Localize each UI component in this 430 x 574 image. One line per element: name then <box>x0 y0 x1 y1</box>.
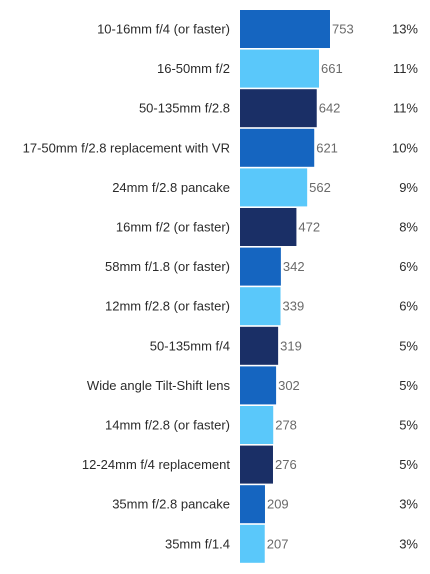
percentage-label: 5% <box>399 378 418 393</box>
value-label: 562 <box>309 180 331 195</box>
percentage-label: 11% <box>393 61 418 76</box>
percentage-label: 6% <box>399 259 418 274</box>
category-label: 14mm f/2.8 (or faster) <box>105 418 230 433</box>
category-label: 12mm f/2.8 (or faster) <box>105 299 230 314</box>
bar <box>240 326 279 365</box>
value-label: 753 <box>332 22 354 37</box>
value-label: 342 <box>283 259 305 274</box>
category-label: 10-16mm f/4 (or faster) <box>97 22 230 37</box>
value-label: 276 <box>275 457 297 472</box>
percentage-label: 13% <box>392 22 418 37</box>
category-label: 50-135mm f/2.8 <box>139 101 230 116</box>
bar <box>240 89 317 128</box>
percentage-label: 9% <box>399 180 418 195</box>
category-label: 17-50mm f/2.8 replacement with VR <box>23 140 230 155</box>
category-label: 24mm f/2.8 pancake <box>112 180 230 195</box>
category-label: 35mm f/2.8 pancake <box>112 497 230 512</box>
percentage-label: 5% <box>399 418 418 433</box>
value-label: 472 <box>298 220 320 235</box>
category-label: 58mm f/1.8 (or faster) <box>105 259 230 274</box>
category-label: 16mm f/2 (or faster) <box>116 220 230 235</box>
value-label: 209 <box>267 497 289 512</box>
category-label: 50-135mm f/4 <box>150 338 230 353</box>
value-label: 339 <box>283 299 305 314</box>
bar <box>240 366 277 405</box>
percentage-label: 3% <box>399 536 418 551</box>
value-label: 642 <box>319 101 341 116</box>
bar <box>240 445 273 484</box>
percentage-label: 10% <box>392 140 418 155</box>
bar <box>240 247 281 286</box>
category-label: 12-24mm f/4 replacement <box>82 457 231 472</box>
bar <box>240 287 281 326</box>
category-label: Wide angle Tilt-Shift lens <box>87 378 231 393</box>
value-label: 661 <box>321 61 343 76</box>
bar <box>240 406 274 444</box>
bar <box>240 10 330 48</box>
value-label: 278 <box>275 418 297 433</box>
percentage-label: 3% <box>399 497 418 512</box>
percentage-label: 8% <box>399 220 418 235</box>
percentage-label: 5% <box>399 457 418 472</box>
bar <box>240 49 320 88</box>
percentage-label: 5% <box>399 338 418 353</box>
value-label: 207 <box>267 536 289 551</box>
value-label: 621 <box>316 140 338 155</box>
category-label: 35mm f/1.4 <box>165 536 230 551</box>
percentage-label: 11% <box>393 101 418 116</box>
bar <box>240 168 308 207</box>
bar <box>240 208 297 246</box>
bar <box>240 128 315 167</box>
category-label: 16-50mm f/2 <box>157 61 230 76</box>
value-label: 319 <box>280 338 302 353</box>
percentage-label: 6% <box>399 299 418 314</box>
bar <box>240 485 265 524</box>
bar <box>240 524 265 563</box>
value-label: 302 <box>278 378 300 393</box>
